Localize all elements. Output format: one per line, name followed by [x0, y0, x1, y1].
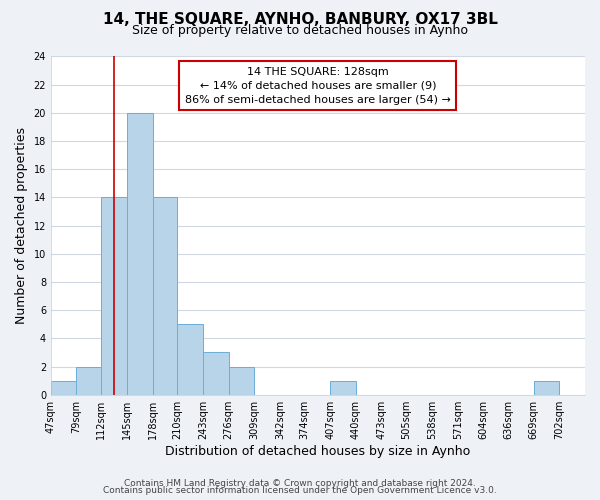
Bar: [229, 366, 254, 394]
Text: 14, THE SQUARE, AYNHO, BANBURY, OX17 3BL: 14, THE SQUARE, AYNHO, BANBURY, OX17 3BL: [103, 12, 497, 28]
Bar: [152, 198, 178, 394]
Bar: [101, 198, 127, 394]
Bar: [76, 366, 101, 394]
Bar: [534, 380, 559, 394]
Text: 14 THE SQUARE: 128sqm
← 14% of detached houses are smaller (9)
86% of semi-detac: 14 THE SQUARE: 128sqm ← 14% of detached …: [185, 66, 451, 104]
X-axis label: Distribution of detached houses by size in Aynho: Distribution of detached houses by size …: [166, 444, 470, 458]
Text: Contains public sector information licensed under the Open Government Licence v3: Contains public sector information licen…: [103, 486, 497, 495]
Bar: [127, 113, 152, 394]
Bar: [178, 324, 203, 394]
Text: Size of property relative to detached houses in Aynho: Size of property relative to detached ho…: [132, 24, 468, 37]
Text: Contains HM Land Registry data © Crown copyright and database right 2024.: Contains HM Land Registry data © Crown c…: [124, 478, 476, 488]
Bar: [203, 352, 229, 395]
Bar: [51, 380, 76, 394]
Y-axis label: Number of detached properties: Number of detached properties: [15, 127, 28, 324]
Bar: [331, 380, 356, 394]
